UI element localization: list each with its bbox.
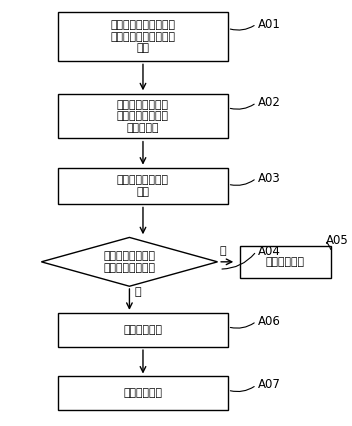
Text: A03: A03: [258, 172, 281, 185]
FancyBboxPatch shape: [239, 246, 331, 278]
Text: 压缩同步存储后的
视频: 压缩同步存储后的 视频: [117, 176, 169, 197]
FancyBboxPatch shape: [58, 94, 228, 138]
FancyBboxPatch shape: [58, 313, 228, 347]
Text: 判断存储器中是否
有足够的存储空间: 判断存储器中是否 有足够的存储空间: [103, 251, 156, 273]
Text: A01: A01: [258, 17, 281, 31]
Text: 存储视频信息: 存储视频信息: [124, 389, 163, 398]
Text: 释放存储空间: 释放存储空间: [124, 325, 163, 335]
Text: A05: A05: [326, 234, 349, 247]
Text: 存储视频信息: 存储视频信息: [266, 257, 305, 267]
Text: A04: A04: [258, 245, 281, 258]
Polygon shape: [41, 237, 218, 286]
Text: 将视频信息和相应
的车辆行騶信息进
行同步存储: 将视频信息和相应 的车辆行騶信息进 行同步存储: [117, 100, 169, 133]
Text: A07: A07: [258, 378, 281, 391]
FancyBboxPatch shape: [58, 12, 228, 61]
FancyBboxPatch shape: [58, 377, 228, 410]
Text: 主机模块接收视频信息
并调用相应的车辆行騶
信息: 主机模块接收视频信息 并调用相应的车辆行騶 信息: [111, 20, 176, 53]
FancyBboxPatch shape: [58, 168, 228, 204]
Text: 是: 是: [219, 246, 226, 256]
Text: A02: A02: [258, 96, 281, 109]
Text: A06: A06: [258, 315, 281, 328]
Text: 否: 否: [134, 287, 141, 297]
